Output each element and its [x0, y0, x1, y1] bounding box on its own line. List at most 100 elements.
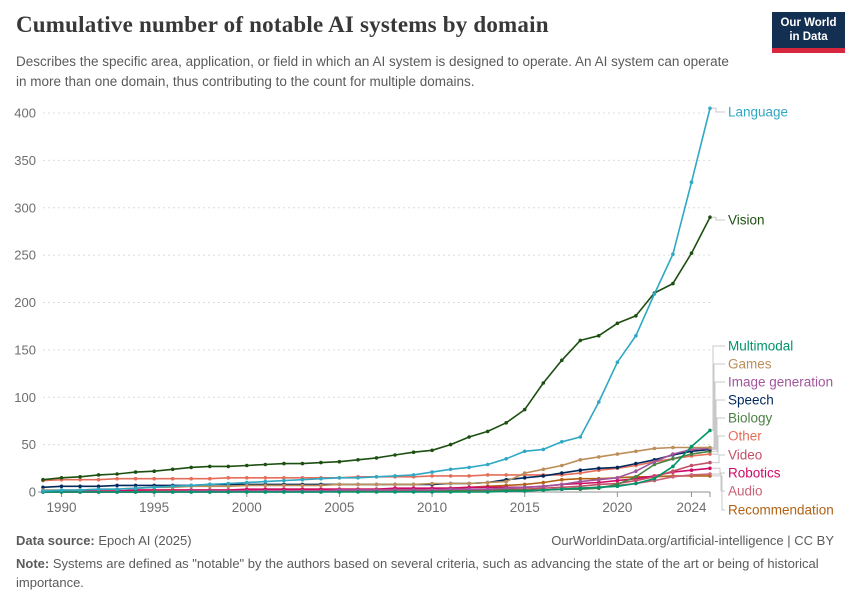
series-label-multimodal[interactable]: Multimodal: [728, 339, 793, 354]
series-point-vision-2019: [597, 333, 601, 338]
series-point-vision-1994: [133, 470, 138, 474]
series-point-image-generation-2022: [652, 459, 657, 464]
series-label-video[interactable]: Video: [728, 448, 762, 463]
series-point-language-2005: [337, 476, 342, 480]
series-label-recommendation[interactable]: Recommendation: [728, 503, 834, 518]
series-point-image-generation-2017: [560, 482, 564, 487]
series-point-other-2012: [467, 474, 471, 478]
series-label-audio[interactable]: Audio: [728, 484, 763, 499]
series-point-multimodal-2018: [578, 486, 583, 491]
series-point-games-2014: [504, 479, 509, 484]
page-title: Cumulative number of notable AI systems …: [16, 12, 549, 37]
series-point-video-2025: [708, 460, 712, 465]
attribution-link[interactable]: OurWorldinData.org/artificial-intelligen…: [551, 533, 834, 548]
series-line-vision[interactable]: [42, 216, 711, 481]
series-label-games[interactable]: Games: [728, 357, 772, 372]
series-point-multimodal-2014: [504, 489, 509, 493]
series-point-multimodal-2009: [411, 490, 416, 494]
series-point-vision-1997: [189, 465, 193, 470]
series-label-speech[interactable]: Speech: [728, 393, 774, 408]
series-point-vision-2014: [504, 421, 509, 425]
series-label-vision[interactable]: Vision: [728, 213, 765, 228]
data-source-label: Data source:: [16, 533, 95, 548]
series-point-vision-2011: [448, 442, 453, 447]
leader-line-image-generation: [711, 381, 725, 449]
series-point-language-1995: [152, 485, 156, 490]
series-point-image-generation-2020: [615, 476, 620, 480]
series-label-biology[interactable]: Biology: [728, 411, 773, 426]
series-point-language-2025: [708, 106, 712, 111]
series-point-other-1992: [96, 477, 101, 482]
series-label-other[interactable]: Other: [728, 429, 762, 444]
series-point-vision-1993: [115, 472, 119, 476]
series-point-speech-2015: [522, 476, 527, 480]
series-point-language-2014: [504, 457, 509, 461]
y-tick-label-300: 300: [14, 200, 36, 215]
series-point-multimodal-2023: [671, 464, 675, 469]
series-point-other-2013: [485, 473, 490, 477]
series-point-games-2022: [652, 446, 657, 451]
series-point-other-2002: [282, 476, 286, 480]
series-point-audio-2023: [671, 475, 675, 479]
series-point-robotics-2024: [689, 468, 694, 473]
series-point-other-2025: [708, 452, 712, 456]
series-point-biology-2023: [671, 457, 675, 461]
series-point-multimodal-1996: [170, 490, 175, 494]
series-point-speech-1990: [59, 484, 64, 489]
leader-line-other: [711, 435, 725, 455]
series-point-multimodal-2013: [485, 490, 490, 494]
series-label-robotics[interactable]: Robotics: [728, 466, 781, 481]
y-tick-label-200: 200: [14, 295, 36, 310]
series-point-robotics-2020: [615, 478, 620, 483]
note-value: Systems are defined as "notable" by the …: [16, 556, 819, 590]
series-point-multimodal-2005: [337, 490, 342, 494]
series-point-other-1994: [133, 476, 138, 481]
series-point-other-1999: [226, 476, 231, 480]
series-point-multimodal-2019: [597, 485, 601, 490]
series-point-language-2019: [597, 400, 601, 404]
series-point-vision-2002: [282, 461, 286, 466]
series-point-vision-2013: [485, 429, 490, 434]
series-point-language-2012: [467, 465, 471, 470]
series-point-speech-1989: [41, 485, 45, 490]
series-point-recommendation-2017: [560, 477, 564, 482]
series-point-vision-2017: [560, 358, 564, 363]
series-point-multimodal-1993: [115, 490, 119, 494]
series-point-language-2010: [430, 470, 434, 474]
series-point-speech-2016: [541, 474, 546, 478]
series-point-games-2010: [430, 481, 434, 486]
series-point-vision-2010: [430, 448, 434, 453]
series-point-other-1998: [208, 476, 212, 481]
leader-line-speech: [711, 399, 725, 450]
series-point-other-1993: [115, 476, 119, 481]
series-label-image-generation[interactable]: Image generation: [728, 375, 833, 390]
owid-logo[interactable]: Our World in Data: [772, 12, 845, 53]
series-point-games-2015: [522, 471, 527, 475]
series-point-vision-2015: [522, 407, 527, 412]
series-point-games-2012: [467, 481, 471, 486]
leader-line-vision: [711, 216, 725, 221]
series-label-language[interactable]: Language: [728, 105, 788, 120]
series-point-language-1996: [170, 484, 175, 489]
series-point-multimodal-1998: [208, 490, 212, 494]
series-point-language-2004: [319, 476, 323, 481]
series-point-vision-2003: [300, 461, 305, 466]
series-point-language-2016: [541, 447, 546, 452]
series-point-multimodal-2007: [374, 490, 379, 494]
series-point-biology-2022: [652, 462, 657, 467]
series-point-vision-2020: [615, 321, 620, 326]
owid-logo-line1: Our World: [780, 16, 837, 29]
series-point-multimodal-2022: [652, 476, 657, 481]
series-point-multimodal-1992: [96, 490, 101, 494]
series-point-image-generation-2015: [522, 485, 527, 490]
series-line-language[interactable]: [42, 108, 711, 492]
series-point-vision-2016: [541, 381, 546, 385]
series-point-video-2023: [671, 469, 675, 474]
series-point-other-2001: [263, 476, 268, 480]
series-point-image-generation-2012: [467, 487, 471, 492]
series-point-language-1999: [226, 481, 231, 486]
series-point-vision-2000: [245, 463, 249, 468]
series-point-games-2025: [708, 445, 712, 450]
series-point-language-2009: [411, 473, 416, 477]
